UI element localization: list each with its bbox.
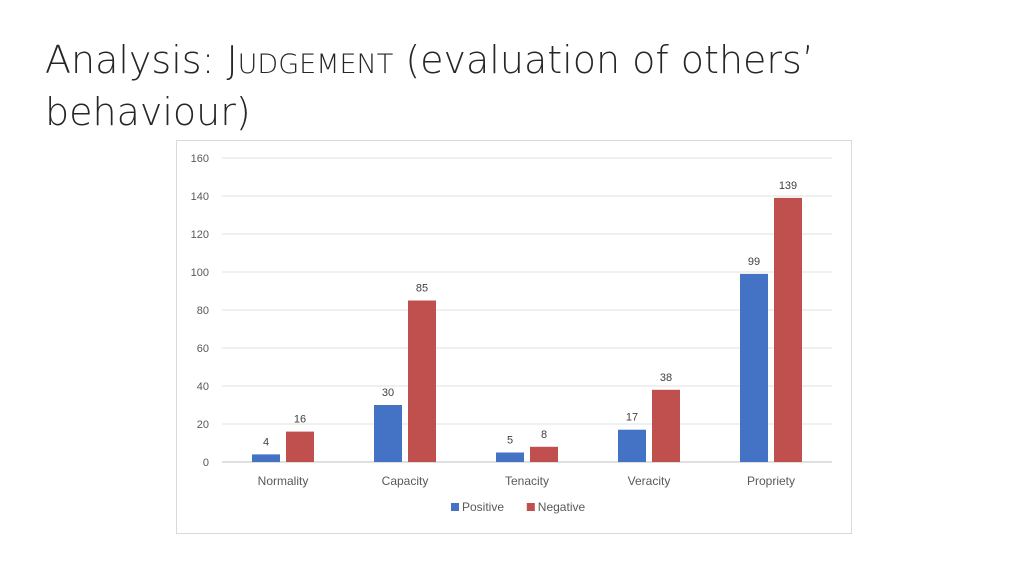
x-tick-label: Veracity: [628, 474, 671, 488]
legend-swatch: [526, 503, 535, 511]
bar-negative: [530, 446, 558, 462]
y-tick-label: 60: [197, 343, 209, 355]
legend-label: Positive: [462, 500, 504, 514]
data-label: 30: [382, 387, 394, 399]
data-label: 5: [507, 435, 513, 447]
bar-positive: [496, 452, 524, 462]
y-tick-label: 80: [197, 305, 209, 317]
y-tick-label: 160: [191, 153, 209, 165]
legend-label: Negative: [538, 500, 586, 514]
title-prefix: Analysis:: [45, 38, 227, 82]
chart-frame: 0 20 40 60 80 100 120 140 160 4 16 Normality 30 85 Cap…: [176, 140, 852, 534]
bar-negative: [408, 300, 436, 462]
bar-negative: [652, 389, 680, 462]
data-label: 38: [660, 372, 672, 384]
title-suffix: (evaluation of others’ behaviour): [45, 38, 814, 134]
bar-negative: [286, 431, 314, 462]
y-tick-label: 40: [197, 381, 209, 393]
data-label: 16: [294, 414, 306, 426]
y-tick-label: 100: [191, 267, 209, 279]
data-label: 17: [626, 412, 638, 424]
legend-swatch: [451, 503, 459, 511]
slide-title: Analysis: Judgement (evaluation of other…: [45, 34, 985, 138]
bar-negative: [774, 197, 802, 462]
x-tick-label: Capacity: [382, 474, 429, 488]
data-label: 139: [779, 180, 797, 192]
y-tick-label: 120: [191, 229, 209, 241]
y-tick-label: 140: [191, 191, 209, 203]
bar-positive: [618, 429, 646, 462]
data-label: 4: [263, 436, 269, 448]
x-tick-label: Tenacity: [505, 474, 549, 488]
y-tick-label: 0: [203, 457, 209, 469]
bar-positive: [252, 454, 280, 462]
bar-chart: 020406080100120140160416Normality3085Cap…: [191, 153, 832, 514]
data-label: 8: [541, 429, 547, 441]
bar-positive: [740, 273, 768, 462]
bar-positive: [374, 405, 402, 462]
x-tick-label: Propriety: [747, 474, 795, 488]
title-term: Judgement: [226, 38, 394, 82]
y-tick-label: 20: [197, 419, 209, 431]
data-label: 99: [748, 256, 760, 268]
x-tick-label: Normality: [258, 474, 309, 488]
data-label: 85: [416, 283, 428, 295]
